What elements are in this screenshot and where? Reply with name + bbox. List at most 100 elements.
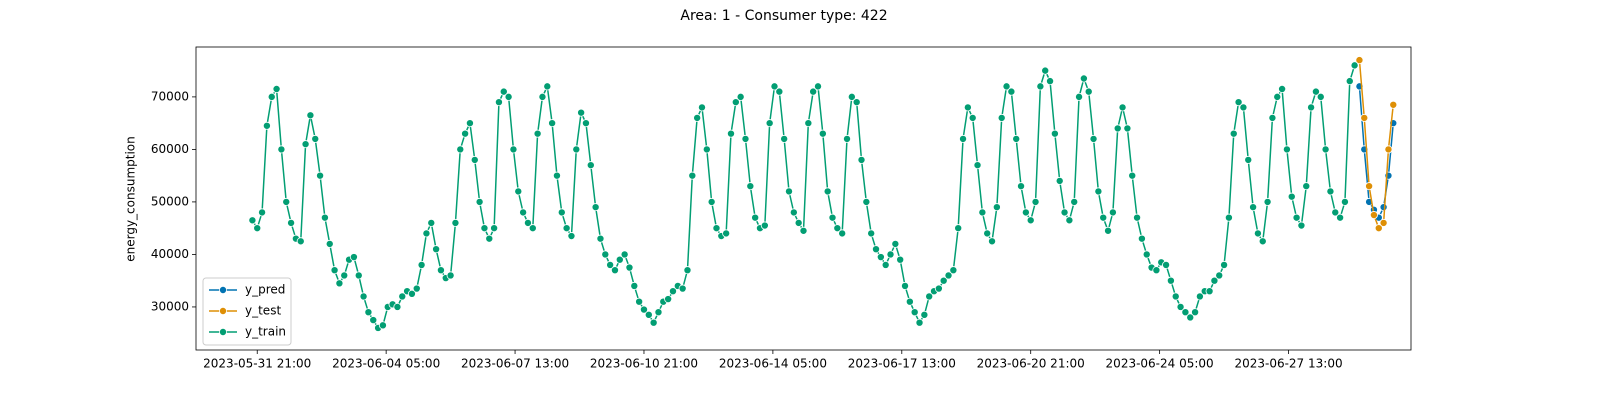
data-point — [635, 297, 644, 306]
data-point — [320, 213, 329, 222]
data-point — [407, 289, 416, 298]
data-point — [461, 129, 470, 138]
data-point — [301, 140, 310, 149]
data-point — [1075, 92, 1084, 101]
data-point — [683, 266, 692, 275]
data-point — [465, 119, 474, 128]
data-point — [1162, 260, 1171, 269]
data-point — [1123, 124, 1132, 133]
data-point — [1070, 197, 1079, 206]
data-point — [1282, 145, 1291, 154]
data-point — [1108, 208, 1117, 217]
data-point — [838, 229, 847, 238]
data-point — [1137, 234, 1146, 243]
data-point — [412, 284, 421, 293]
data-point — [422, 229, 431, 238]
data-point — [731, 98, 740, 107]
data-point — [1302, 182, 1311, 191]
data-point — [509, 145, 518, 154]
data-point — [1128, 171, 1137, 180]
data-point — [1186, 313, 1195, 322]
x-tick-label: 2023-05-31 21:00 — [203, 357, 311, 371]
data-point — [872, 245, 881, 254]
x-tick-label: 2023-06-04 05:00 — [332, 357, 440, 371]
data-point — [1350, 61, 1359, 70]
data-point — [330, 266, 339, 275]
data-point — [707, 197, 716, 206]
data-point — [862, 197, 871, 206]
data-point — [843, 134, 852, 143]
y-tick-label: 50000 — [151, 194, 189, 208]
data-point — [1171, 292, 1180, 301]
data-point — [833, 224, 842, 233]
data-point — [1215, 271, 1224, 280]
data-point — [1389, 100, 1398, 109]
data-point — [784, 187, 793, 196]
data-point — [1326, 187, 1335, 196]
legend-box — [202, 277, 292, 346]
data-point — [494, 98, 503, 107]
data-point — [1331, 208, 1340, 217]
data-point — [499, 87, 508, 96]
data-point — [538, 92, 547, 101]
data-point — [876, 253, 885, 262]
y-tick-label: 70000 — [151, 89, 189, 103]
data-point — [804, 119, 813, 128]
data-point — [1384, 145, 1393, 154]
legend-label: y_train — [245, 325, 286, 339]
data-point — [881, 260, 890, 269]
data-point — [944, 271, 953, 280]
data-point — [248, 216, 257, 225]
data-point — [809, 87, 818, 96]
data-point — [596, 234, 605, 243]
data-point — [1166, 276, 1175, 285]
data-point — [625, 263, 634, 272]
data-point — [354, 271, 363, 280]
data-point — [814, 82, 823, 91]
data-point — [678, 284, 687, 293]
data-point — [552, 171, 561, 180]
data-point — [581, 119, 590, 128]
data-point — [1321, 145, 1330, 154]
y-tick-label: 60000 — [151, 142, 189, 156]
data-point — [1224, 213, 1233, 222]
legend-label: y_test — [245, 304, 281, 318]
data-point — [528, 224, 537, 233]
data-point — [369, 316, 378, 325]
data-point — [741, 134, 750, 143]
data-point — [1195, 292, 1204, 301]
data-point — [722, 229, 731, 238]
data-point — [697, 103, 706, 112]
data-point — [1273, 92, 1282, 101]
data-point — [533, 129, 542, 138]
data-point — [577, 108, 586, 117]
data-point — [490, 224, 499, 233]
data-point — [1041, 66, 1050, 75]
data-point — [1379, 218, 1388, 227]
data-point — [688, 171, 697, 180]
x-tick-label: 2023-06-27 13:00 — [1234, 357, 1342, 371]
data-point — [1278, 85, 1287, 94]
data-point — [504, 92, 513, 101]
data-point — [983, 229, 992, 238]
data-point — [997, 113, 1006, 122]
data-point — [664, 295, 673, 304]
data-point — [789, 208, 798, 217]
data-point — [794, 218, 803, 227]
data-point — [262, 121, 271, 130]
data-point — [963, 103, 972, 112]
data-point — [272, 85, 281, 94]
data-point — [591, 203, 600, 212]
data-point — [615, 255, 624, 264]
data-point — [393, 302, 402, 311]
plot-frame — [195, 46, 1412, 351]
data-point — [644, 310, 653, 319]
data-point — [1046, 77, 1055, 86]
data-point — [939, 276, 948, 285]
series-line — [1358, 60, 1395, 230]
data-point — [277, 145, 286, 154]
data-point — [1094, 187, 1103, 196]
data-point — [417, 260, 426, 269]
data-point — [1142, 250, 1151, 259]
data-point — [1239, 103, 1248, 112]
